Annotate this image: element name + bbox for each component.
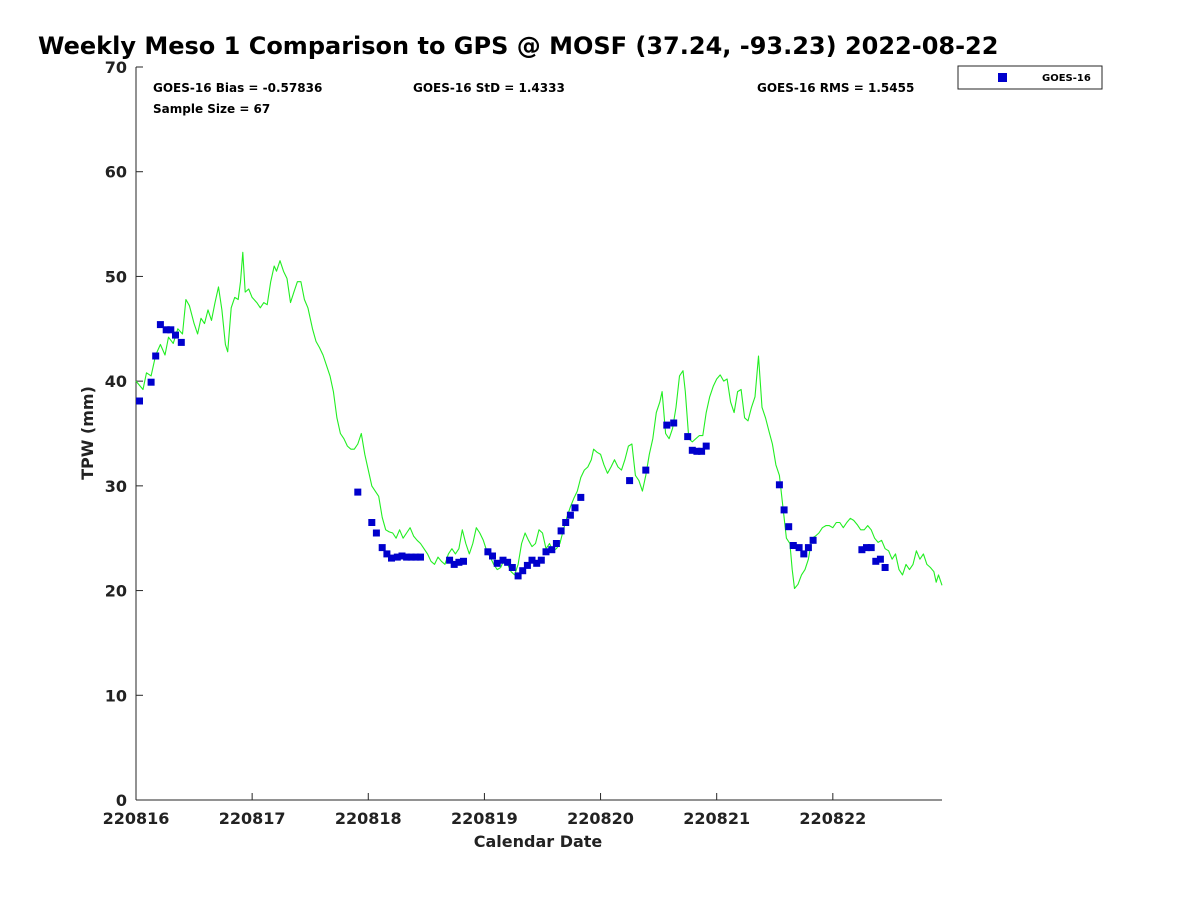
gps-tpw-line — [135, 251, 943, 590]
y-tick-label: 0 — [116, 791, 127, 810]
goes16-point — [136, 397, 143, 405]
y-tick-label: 30 — [105, 477, 127, 496]
goes16-point — [684, 433, 692, 441]
plot-area — [135, 251, 943, 590]
goes16-point — [398, 552, 406, 560]
goes16-point — [626, 477, 634, 485]
goes16-point — [460, 557, 467, 565]
x-tick-label: 220820 — [567, 809, 634, 828]
goes16-point — [177, 338, 185, 346]
goes16-points — [136, 321, 889, 580]
goes16-point — [147, 378, 155, 386]
goes16-point — [417, 553, 424, 561]
goes16-point — [642, 466, 650, 474]
y-tick-label: 40 — [105, 372, 127, 391]
goes16-point — [489, 552, 496, 560]
goes16-point — [557, 527, 565, 535]
goes16-point — [388, 554, 395, 562]
x-tick-label: 220822 — [799, 809, 866, 828]
y-tick-label: 70 — [105, 58, 127, 77]
goes16-point — [881, 564, 889, 571]
goes16-point — [383, 550, 391, 558]
goes16-point — [508, 564, 516, 571]
goes16-point — [872, 557, 880, 565]
std-stat: GOES-16 StD = 1.4333 — [413, 81, 565, 95]
goes16-point — [571, 504, 579, 512]
goes16-point — [795, 544, 803, 552]
goes16-point — [542, 548, 550, 556]
y-axis-label: TPW (mm) — [78, 386, 97, 480]
legend-marker — [998, 73, 1007, 82]
goes16-point — [548, 546, 556, 554]
goes16-point — [523, 561, 531, 569]
goes16-point — [403, 553, 411, 561]
goes16-point — [378, 544, 386, 552]
x-axis: 220816 220817 220818 220819 220820 220821 2208… — [103, 793, 942, 828]
y-tick-label: 50 — [105, 267, 127, 286]
goes16-point — [566, 511, 574, 519]
goes16-point — [167, 326, 175, 334]
legend-box — [957, 65, 1103, 90]
chart-title: Weekly Meso 1 Comparison to GPS @ MOSF (… — [38, 32, 998, 60]
y-tick-label: 60 — [105, 163, 127, 182]
goes16-point — [450, 560, 458, 568]
goes16-point — [514, 572, 522, 580]
rms-stat: GOES-16 RMS = 1.5455 — [757, 81, 914, 95]
y-tick-label: 10 — [105, 686, 127, 705]
goes16-point — [412, 553, 420, 561]
goes16-point — [519, 567, 527, 575]
x-tick-label: 220819 — [451, 809, 518, 828]
goes16-point — [393, 553, 401, 561]
goes16-point — [528, 556, 536, 564]
goes16-point — [809, 536, 817, 544]
goes16-point — [804, 544, 812, 552]
goes16-point — [780, 506, 788, 514]
goes16-point — [172, 331, 179, 339]
goes16-point — [354, 488, 362, 496]
goes16-point — [577, 493, 585, 501]
goes16-point — [372, 529, 380, 537]
goes16-point — [156, 321, 164, 329]
goes16-point — [504, 558, 512, 566]
goes16-point — [368, 519, 376, 526]
goes16-point — [152, 352, 160, 360]
y-tick-label: 20 — [105, 582, 127, 601]
x-tick-label: 220818 — [335, 809, 402, 828]
y-axis: 0 10 20 30 40 50 60 70 — [105, 58, 143, 810]
x-axis-label: Calendar Date — [474, 832, 603, 851]
goes16-point — [407, 553, 415, 561]
goes16-point — [552, 540, 560, 547]
x-tick-label: 220816 — [103, 809, 170, 828]
goes16-point — [688, 446, 696, 454]
goes16-point — [867, 544, 875, 552]
goes16-point — [863, 544, 870, 552]
legend: GOES-16 — [957, 65, 1103, 90]
legend-entry-goes16: GOES-16 — [1042, 73, 1091, 84]
goes16-point — [162, 326, 170, 334]
bias-stat: GOES-16 Bias = -0.57836 — [153, 81, 322, 95]
goes16-point — [446, 556, 454, 564]
goes16-point — [533, 559, 541, 567]
goes16-point — [499, 556, 507, 564]
goes16-point — [775, 481, 783, 489]
goes16-point — [785, 523, 793, 531]
goes16-point — [562, 519, 570, 526]
goes16-point — [484, 548, 492, 556]
sample-size-stat: Sample Size = 67 — [153, 102, 270, 116]
goes16-point — [789, 542, 797, 549]
x-tick-label: 220817 — [219, 809, 286, 828]
goes16-point — [663, 421, 671, 429]
goes16-point — [670, 419, 678, 427]
goes16-point — [858, 546, 866, 554]
goes16-point — [702, 442, 710, 450]
goes16-point — [800, 550, 808, 558]
goes16-point — [698, 447, 706, 455]
goes16-point — [493, 559, 501, 567]
goes16-point — [455, 558, 463, 566]
goes16-point — [876, 555, 884, 563]
goes16-point — [537, 556, 545, 564]
x-tick-label: 220821 — [683, 809, 750, 828]
goes16-point — [693, 447, 701, 455]
